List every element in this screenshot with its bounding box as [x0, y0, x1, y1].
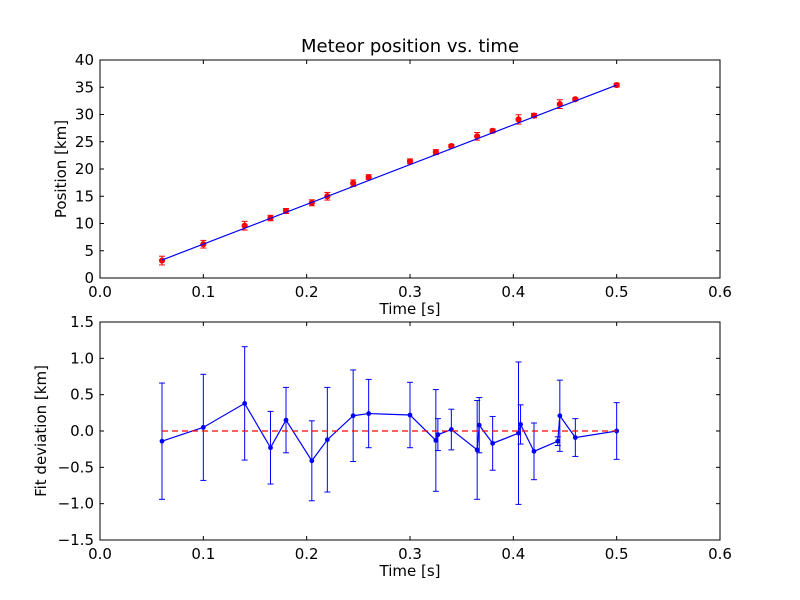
deviation-chart: 0.0 0.1 0.2 0.3 0.4 0.5 0.6 1.5 1.0 0.5 0.0 −0.5 −1.… [32, 313, 732, 580]
position-point [515, 116, 522, 123]
deviation-point [531, 448, 537, 454]
position-x-tick-label: 0.1 [191, 283, 215, 301]
deviation-point [572, 435, 578, 440]
deviation-point [476, 422, 482, 428]
position-chart-title: Meteor position vs. time [301, 36, 519, 57]
deviation-point [516, 430, 521, 436]
deviation-point [557, 413, 563, 419]
deviation-y-tick-label: 0.5 [70, 386, 94, 404]
position-x-tick-label: 0.6 [708, 283, 732, 301]
position-y-tick-label: 10 [75, 215, 94, 233]
deviation-point [200, 424, 206, 430]
deviation-x-tick-label: 0.0 [88, 545, 112, 563]
position-chart-x-label: Time [s] [379, 300, 441, 318]
deviation-point [433, 438, 439, 443]
deviation-point [242, 400, 248, 406]
deviation-x-tick-label: 0.5 [605, 545, 629, 563]
deviation-point [407, 412, 413, 418]
deviation-chart-x-label: Time [s] [379, 562, 441, 580]
deviation-point [309, 458, 315, 464]
deviation-point [490, 440, 496, 446]
position-point [350, 180, 357, 187]
position-y-tick-label: 15 [75, 187, 94, 205]
deviation-x-tick-label: 0.6 [708, 545, 732, 563]
deviation-chart-marks [159, 346, 620, 505]
deviation-x-tick-label: 0.2 [295, 545, 319, 563]
deviation-chart-y-label: Fit deviation [km] [32, 365, 50, 497]
deviation-y-tick-label: −1.0 [58, 495, 94, 513]
deviation-y-tick-label: 1.5 [70, 313, 94, 331]
position-y-tick-label: 0 [84, 269, 94, 287]
deviation-point [159, 438, 165, 444]
deviation-point [518, 422, 523, 427]
deviation-x-tick-label: 0.3 [398, 545, 422, 563]
position-y-tick-label: 40 [75, 51, 94, 69]
position-chart-y-label: Position [km] [52, 120, 70, 218]
deviation-x-tick-label: 0.1 [191, 545, 215, 563]
deviation-point [268, 445, 273, 451]
deviation-x-tick-label: 0.4 [501, 545, 525, 563]
deviation-point [283, 417, 289, 423]
deviation-y-tick-label: 1.0 [70, 349, 94, 367]
deviation-point [350, 413, 356, 419]
deviation-point [435, 432, 441, 438]
position-x-tick-label: 0.2 [295, 283, 319, 301]
deviation-point [366, 411, 372, 416]
deviation-point [474, 447, 480, 453]
position-point [365, 174, 372, 181]
deviation-y-tick-label: −1.5 [58, 531, 94, 549]
deviation-y-tick-label: −0.5 [58, 458, 94, 476]
deviation-chart-axes: 0.0 0.1 0.2 0.3 0.4 0.5 0.6 1.5 1.0 0.5 0.0 −0.5 −1.… [58, 313, 732, 563]
deviation-point [324, 437, 330, 443]
position-y-tick-label: 20 [75, 160, 94, 178]
fit-line [161, 84, 617, 261]
position-x-tick-label: 0.5 [605, 283, 629, 301]
position-y-tick-label: 25 [75, 133, 94, 151]
position-y-tick-label: 5 [84, 242, 94, 260]
position-x-tick-label: 0.4 [501, 283, 525, 301]
position-point [406, 158, 414, 165]
position-y-tick-label: 35 [75, 78, 94, 96]
position-y-tick-label: 30 [75, 106, 94, 124]
position-chart-marks [158, 81, 620, 266]
position-x-tick-label: 0.3 [398, 283, 422, 301]
position-chart-axes: 0.0 0.1 0.2 0.3 0.4 0.5 0.6 0 5 10 15 20 25 30 35 40 [75, 51, 732, 301]
deviation-y-tick-label: 0.0 [70, 422, 94, 440]
deviation-point [555, 438, 561, 444]
position-chart: Meteor position vs. time 0.0 0.1 0.2 0.3 0.4… [52, 36, 732, 318]
position-point [613, 81, 620, 89]
position-x-tick-label: 0.0 [88, 283, 112, 301]
